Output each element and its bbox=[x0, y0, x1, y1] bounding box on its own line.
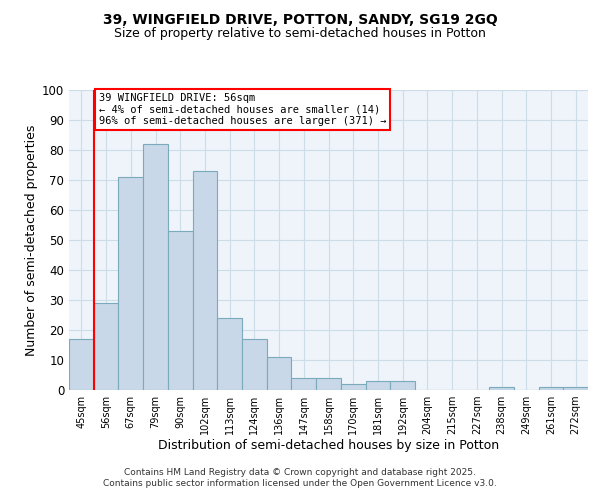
Bar bbox=[489, 387, 514, 390]
Text: Contains HM Land Registry data © Crown copyright and database right 2025.
Contai: Contains HM Land Registry data © Crown c… bbox=[103, 468, 497, 487]
Bar bbox=[193, 171, 217, 390]
Text: 39 WINGFIELD DRIVE: 56sqm
← 4% of semi-detached houses are smaller (14)
96% of s: 39 WINGFIELD DRIVE: 56sqm ← 4% of semi-d… bbox=[98, 93, 386, 126]
Bar bbox=[341, 384, 365, 390]
Bar bbox=[390, 381, 415, 390]
Bar bbox=[292, 378, 316, 390]
Bar bbox=[316, 378, 341, 390]
Bar bbox=[539, 387, 563, 390]
Bar bbox=[143, 144, 168, 390]
Y-axis label: Number of semi-detached properties: Number of semi-detached properties bbox=[25, 124, 38, 356]
Bar bbox=[94, 303, 118, 390]
Bar bbox=[168, 231, 193, 390]
Text: Size of property relative to semi-detached houses in Potton: Size of property relative to semi-detach… bbox=[114, 28, 486, 40]
X-axis label: Distribution of semi-detached houses by size in Potton: Distribution of semi-detached houses by … bbox=[158, 438, 499, 452]
Bar bbox=[69, 339, 94, 390]
Bar bbox=[365, 381, 390, 390]
Text: 39, WINGFIELD DRIVE, POTTON, SANDY, SG19 2GQ: 39, WINGFIELD DRIVE, POTTON, SANDY, SG19… bbox=[103, 12, 497, 26]
Bar bbox=[563, 387, 588, 390]
Bar bbox=[217, 318, 242, 390]
Bar bbox=[242, 339, 267, 390]
Bar bbox=[267, 357, 292, 390]
Bar bbox=[118, 177, 143, 390]
